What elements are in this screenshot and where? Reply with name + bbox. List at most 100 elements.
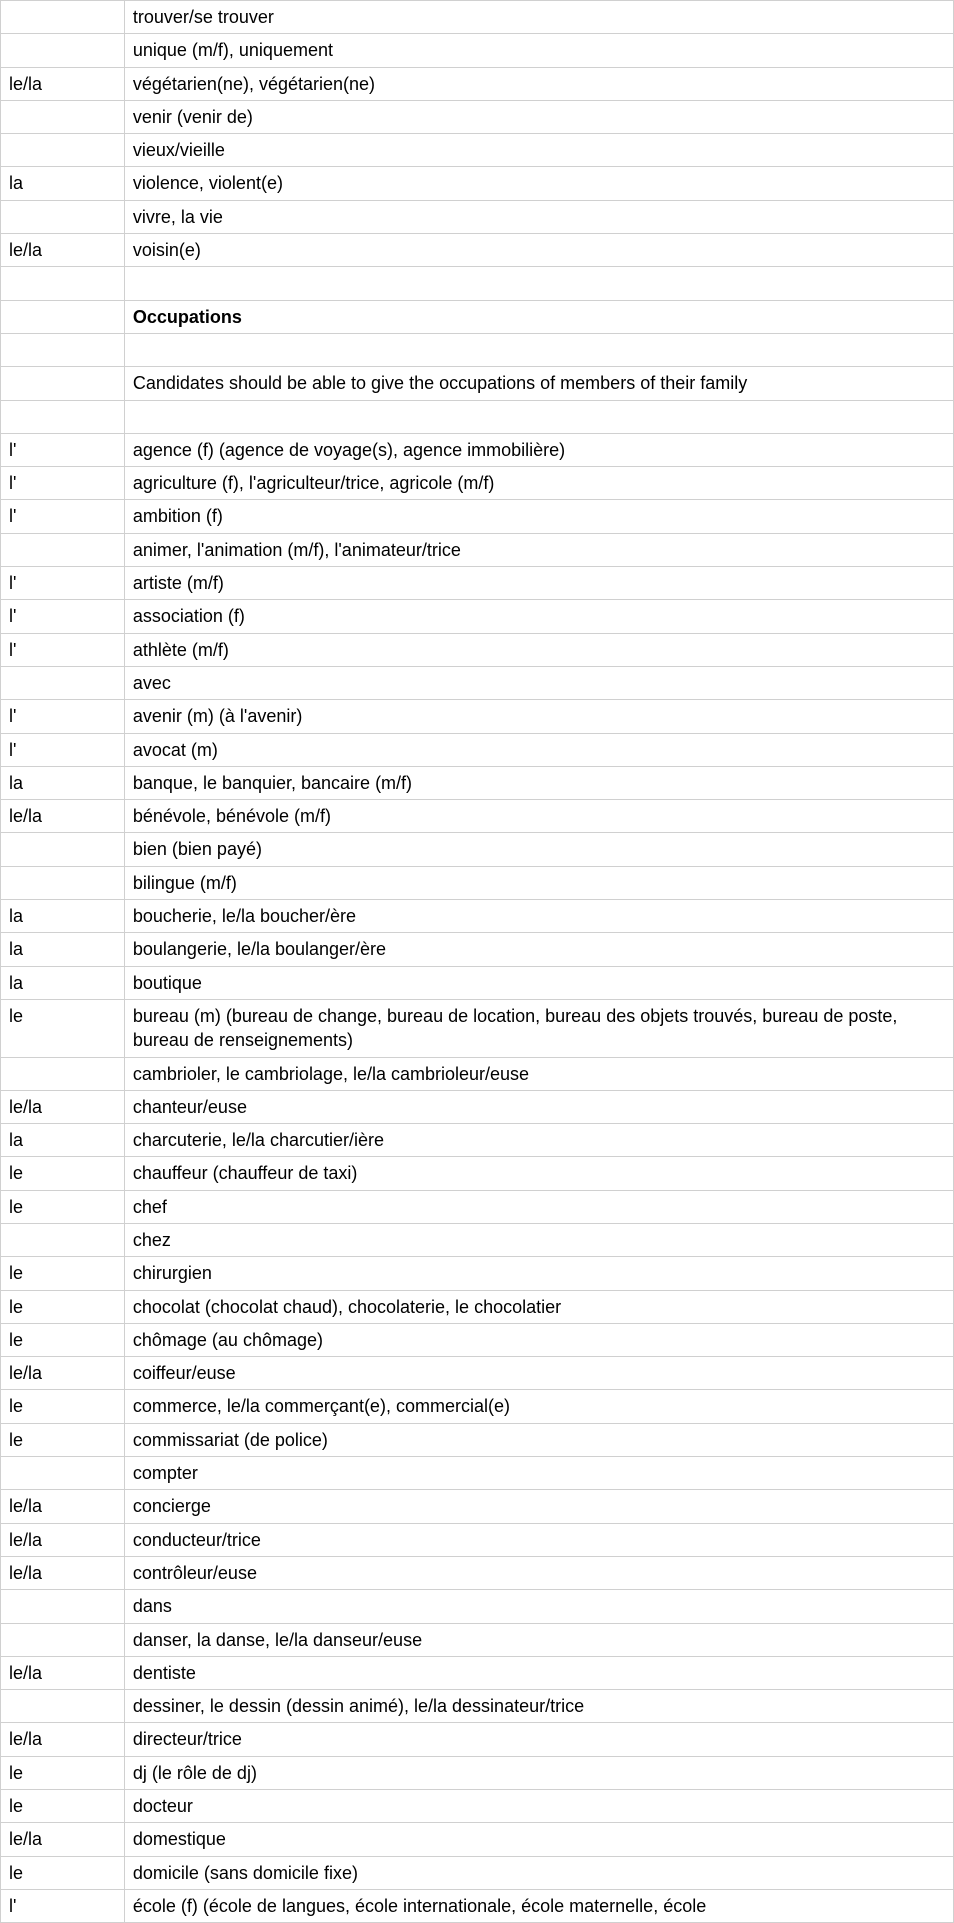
term-cell	[124, 333, 953, 366]
article-cell: le/la	[1, 1090, 125, 1123]
article-cell: le/la	[1, 1357, 125, 1390]
term-cell: venir (venir de)	[124, 100, 953, 133]
table-row	[1, 267, 954, 300]
article-cell	[1, 866, 125, 899]
article-cell: le	[1, 1856, 125, 1889]
article-cell: l'	[1, 733, 125, 766]
table-row: le/ladentiste	[1, 1656, 954, 1689]
table-row: l'athlète (m/f)	[1, 633, 954, 666]
term-cell: charcuterie, le/la charcutier/ière	[124, 1124, 953, 1157]
article-cell	[1, 300, 125, 333]
table-row: unique (m/f), uniquement	[1, 34, 954, 67]
table-row: le/lavoisin(e)	[1, 234, 954, 267]
article-cell: l'	[1, 1889, 125, 1922]
table-row: animer, l'animation (m/f), l'animateur/t…	[1, 533, 954, 566]
article-cell	[1, 1690, 125, 1723]
table-row: danser, la danse, le/la danseur/euse	[1, 1623, 954, 1656]
article-cell	[1, 1223, 125, 1256]
term-cell: chirurgien	[124, 1257, 953, 1290]
article-cell: l'	[1, 467, 125, 500]
table-row: l'école (f) (école de langues, école int…	[1, 1889, 954, 1922]
term-cell: vieux/vieille	[124, 134, 953, 167]
table-row: trouver/se trouver	[1, 1, 954, 34]
term-cell: boucherie, le/la boucher/ère	[124, 900, 953, 933]
table-row: l'avocat (m)	[1, 733, 954, 766]
term-cell: animer, l'animation (m/f), l'animateur/t…	[124, 533, 953, 566]
table-row: le/lavégétarien(ne), végétarien(ne)	[1, 67, 954, 100]
table-row: l'artiste (m/f)	[1, 567, 954, 600]
term-cell: contrôleur/euse	[124, 1556, 953, 1589]
table-row: lechauffeur (chauffeur de taxi)	[1, 1157, 954, 1190]
term-cell: bureau (m) (bureau de change, bureau de …	[124, 999, 953, 1057]
article-cell	[1, 833, 125, 866]
term-cell: athlète (m/f)	[124, 633, 953, 666]
table-row: Occupations	[1, 300, 954, 333]
term-cell: Candidates should be able to give the oc…	[124, 367, 953, 400]
table-row: le/laconcierge	[1, 1490, 954, 1523]
term-cell: boulangerie, le/la boulanger/ère	[124, 933, 953, 966]
table-row: bien (bien payé)	[1, 833, 954, 866]
term-cell: artiste (m/f)	[124, 567, 953, 600]
term-cell: agence (f) (agence de voyage(s), agence …	[124, 433, 953, 466]
table-row: l'avenir (m) (à l'avenir)	[1, 700, 954, 733]
term-cell: chômage (au chômage)	[124, 1323, 953, 1356]
article-cell	[1, 1590, 125, 1623]
table-row: l'agence (f) (agence de voyage(s), agenc…	[1, 433, 954, 466]
term-cell: avec	[124, 666, 953, 699]
term-cell: vivre, la vie	[124, 200, 953, 233]
article-cell: le	[1, 1756, 125, 1789]
term-cell: dessiner, le dessin (dessin animé), le/l…	[124, 1690, 953, 1723]
table-row: l'agriculture (f), l'agriculteur/trice, …	[1, 467, 954, 500]
table-row: le/laconducteur/trice	[1, 1523, 954, 1556]
term-cell: chef	[124, 1190, 953, 1223]
table-row: le/labénévole, bénévole (m/f)	[1, 800, 954, 833]
article-cell: le/la	[1, 1523, 125, 1556]
term-cell: cambrioler, le cambriolage, le/la cambri…	[124, 1057, 953, 1090]
table-row: vieux/vieille	[1, 134, 954, 167]
table-row: l'association (f)	[1, 600, 954, 633]
term-cell: végétarien(ne), végétarien(ne)	[124, 67, 953, 100]
term-cell: agriculture (f), l'agriculteur/trice, ag…	[124, 467, 953, 500]
term-cell: avocat (m)	[124, 733, 953, 766]
table-row: lacharcuterie, le/la charcutier/ière	[1, 1124, 954, 1157]
term-cell: chanteur/euse	[124, 1090, 953, 1123]
table-row: cambrioler, le cambriolage, le/la cambri…	[1, 1057, 954, 1090]
article-cell: le	[1, 1290, 125, 1323]
article-cell	[1, 367, 125, 400]
article-cell: le/la	[1, 1556, 125, 1589]
table-row: dessiner, le dessin (dessin animé), le/l…	[1, 1690, 954, 1723]
table-row: lechirurgien	[1, 1257, 954, 1290]
term-cell: association (f)	[124, 600, 953, 633]
table-row	[1, 400, 954, 433]
article-cell	[1, 533, 125, 566]
article-cell	[1, 267, 125, 300]
table-row: lechef	[1, 1190, 954, 1223]
table-row: avec	[1, 666, 954, 699]
term-cell: banque, le banquier, bancaire (m/f)	[124, 766, 953, 799]
article-cell: le/la	[1, 234, 125, 267]
article-cell	[1, 333, 125, 366]
term-cell: coiffeur/euse	[124, 1357, 953, 1390]
article-cell	[1, 1, 125, 34]
term-cell: voisin(e)	[124, 234, 953, 267]
term-cell	[124, 267, 953, 300]
article-cell: la	[1, 966, 125, 999]
article-cell: le/la	[1, 67, 125, 100]
term-cell: trouver/se trouver	[124, 1, 953, 34]
table-row: laboulangerie, le/la boulanger/ère	[1, 933, 954, 966]
table-row: labanque, le banquier, bancaire (m/f)	[1, 766, 954, 799]
article-cell: le/la	[1, 1823, 125, 1856]
article-cell: le	[1, 1157, 125, 1190]
article-cell	[1, 200, 125, 233]
article-cell: le	[1, 1423, 125, 1456]
term-cell: commerce, le/la commerçant(e), commercia…	[124, 1390, 953, 1423]
article-cell: le/la	[1, 800, 125, 833]
table-row: laboutique	[1, 966, 954, 999]
term-cell: domicile (sans domicile fixe)	[124, 1856, 953, 1889]
term-cell: école (f) (école de langues, école inter…	[124, 1889, 953, 1922]
table-row: lecommissariat (de police)	[1, 1423, 954, 1456]
term-cell: concierge	[124, 1490, 953, 1523]
term-cell: ambition (f)	[124, 500, 953, 533]
article-cell	[1, 1623, 125, 1656]
table-row: le/lacontrôleur/euse	[1, 1556, 954, 1589]
